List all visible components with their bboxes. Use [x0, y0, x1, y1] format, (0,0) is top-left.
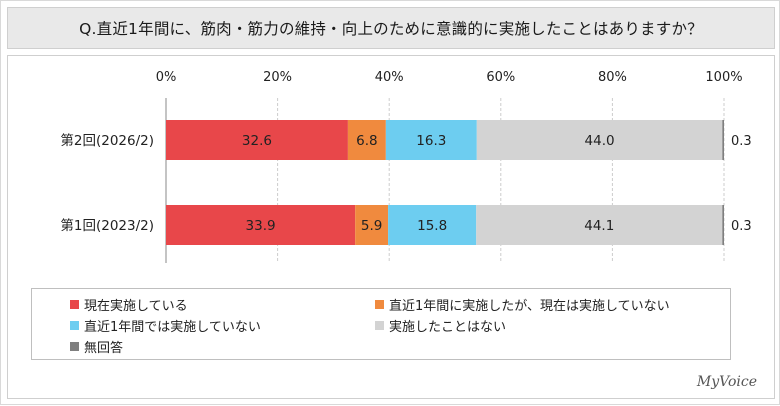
bar-1-0 [166, 205, 356, 245]
legend-label-1: 直近1年間に実施したが、現在は実施していない [389, 299, 670, 314]
legend-item-0: 現在実施している [70, 295, 188, 314]
chart-title: Q.直近1年間に、筋肉・筋力の維持・向上のために意識的に実施したことはありますか… [7, 7, 775, 49]
bar-0-0 [166, 120, 348, 160]
data-label-0-0: 32.6 [242, 133, 272, 149]
bar-1-3 [476, 205, 723, 245]
x-tick-label-1: 20% [263, 70, 292, 85]
x-tick-label-3: 60% [486, 70, 515, 85]
legend-label-4: 無回答 [84, 341, 124, 356]
bar-0-1 [347, 120, 386, 160]
x-tick-label-5: 100% [705, 70, 742, 85]
legend-label-3: 実施したことはない [389, 320, 507, 335]
legend-item-2: 直近1年間では実施していない [70, 316, 261, 335]
x-tick-label-0: 0% [156, 70, 177, 85]
bar-0-2 [385, 120, 477, 160]
bar-1-1 [355, 205, 389, 245]
legend-item-4: 無回答 [70, 337, 123, 356]
data-label-0-1: 6.8 [356, 133, 377, 149]
brand-logo: MyVoice [696, 374, 757, 390]
legend-label-0: 現在実施している [84, 299, 188, 314]
x-tick-label-2: 40% [375, 70, 404, 85]
data-label-0-4: 0.3 [731, 134, 752, 149]
bar-1-4 [722, 205, 724, 245]
legend-item-3: 実施したことはない [375, 316, 506, 335]
x-tick-label-4: 80% [598, 70, 627, 85]
data-label-1-2: 15.8 [417, 218, 447, 234]
legend-swatch-3 [375, 321, 384, 330]
bar-1-2 [388, 205, 477, 245]
category-label-0: 第2回(2026/2) [60, 132, 154, 149]
category-label-1: 第1回(2023/2) [60, 217, 154, 234]
data-label-0-3: 44.0 [585, 133, 615, 149]
chart-legend: 現在実施している 直近1年間に実施したが、現在は実施していない 直近1年間では実… [31, 288, 731, 360]
legend-swatch-0 [70, 300, 79, 309]
data-label-0-2: 16.3 [416, 133, 446, 149]
data-label-1-0: 33.9 [246, 218, 276, 234]
bar-0-3 [476, 120, 723, 160]
data-label-1-4: 0.3 [731, 219, 752, 234]
legend-swatch-4 [70, 342, 79, 351]
legend-swatch-2 [70, 321, 79, 330]
data-label-1-3: 44.1 [584, 218, 614, 234]
legend-label-2: 直近1年間では実施していない [84, 320, 261, 335]
data-label-1-1: 5.9 [361, 218, 382, 234]
legend-swatch-1 [375, 300, 384, 309]
legend-item-1: 直近1年間に実施したが、現在は実施していない [375, 295, 670, 314]
bar-0-4 [722, 120, 724, 160]
